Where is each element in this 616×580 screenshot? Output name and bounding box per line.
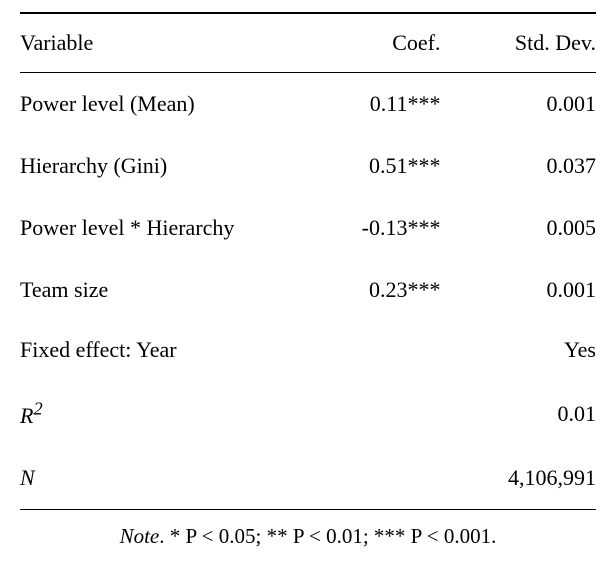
- cell-variable: Hierarchy (Gini): [20, 135, 285, 197]
- cell-coef: -0.13***: [285, 197, 441, 259]
- cell-variable: Fixed effect: Year: [20, 321, 285, 381]
- cell-variable: Team size: [20, 259, 285, 321]
- cell-variable: Power level (Mean): [20, 73, 285, 136]
- r-squared-label: R2: [20, 403, 43, 428]
- table-header-row: Variable Coef. Std. Dev.: [20, 13, 596, 73]
- table-row: Team size 0.23*** 0.001: [20, 259, 596, 321]
- r-squared-sup: 2: [33, 399, 42, 419]
- cell-value: 4,106,991: [440, 447, 596, 510]
- note-text: . * P < 0.05; ** P < 0.01; *** P < 0.001…: [159, 524, 496, 548]
- cell-coef: 0.11***: [285, 73, 441, 136]
- cell-sd: 0.001: [440, 73, 596, 136]
- cell-sd: 0.005: [440, 197, 596, 259]
- header-stddev: Std. Dev.: [440, 13, 596, 73]
- cell-sd: 0.001: [440, 259, 596, 321]
- table-row: Power level * Hierarchy -0.13*** 0.005: [20, 197, 596, 259]
- table-row: Hierarchy (Gini) 0.51*** 0.037: [20, 135, 596, 197]
- table-note: Note. * P < 0.05; ** P < 0.01; *** P < 0…: [20, 510, 596, 549]
- table-row: R2 0.01: [20, 381, 596, 447]
- cell-empty: [285, 321, 441, 381]
- cell-empty: [285, 447, 441, 510]
- cell-coef: 0.23***: [285, 259, 441, 321]
- header-coef: Coef.: [285, 13, 441, 73]
- header-variable: Variable: [20, 13, 285, 73]
- cell-empty: [285, 381, 441, 447]
- cell-variable: Power level * Hierarchy: [20, 197, 285, 259]
- cell-coef: 0.51***: [285, 135, 441, 197]
- cell-value: 0.01: [440, 381, 596, 447]
- table-row: Power level (Mean) 0.11*** 0.001: [20, 73, 596, 136]
- regression-table: Variable Coef. Std. Dev. Power level (Me…: [20, 12, 596, 510]
- cell-variable: R2: [20, 381, 285, 447]
- table-row: N 4,106,991: [20, 447, 596, 510]
- note-prefix: Note: [120, 524, 160, 548]
- regression-table-container: Variable Coef. Std. Dev. Power level (Me…: [0, 0, 616, 549]
- table-row: Fixed effect: Year Yes: [20, 321, 596, 381]
- cell-variable: N: [20, 447, 285, 510]
- r-squared-r: R: [20, 403, 33, 428]
- cell-value: Yes: [440, 321, 596, 381]
- cell-sd: 0.037: [440, 135, 596, 197]
